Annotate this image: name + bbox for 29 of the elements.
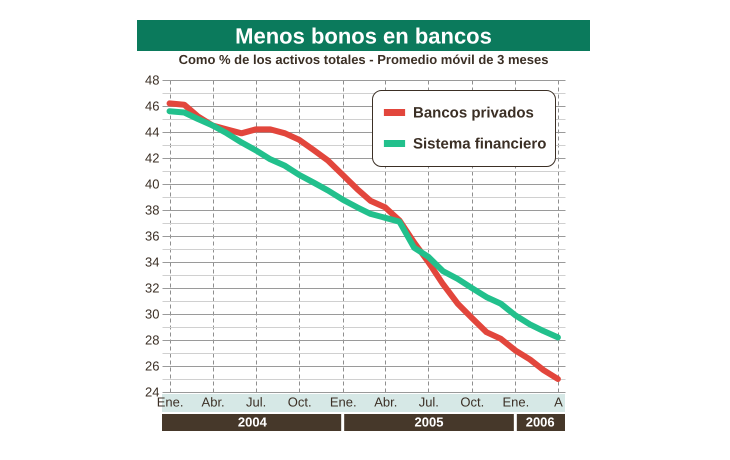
x-tick-label: Jul.: [246, 394, 266, 410]
y-tick-label: 40: [145, 176, 160, 192]
x-tick-label: Oct.: [288, 394, 312, 410]
x-tick-label: Ene.: [156, 394, 184, 410]
y-tick-label: 44: [145, 124, 160, 140]
x-tick-label: Abr.: [202, 394, 225, 410]
x-tick-label: Oct.: [460, 394, 484, 410]
legend-label: Bancos privados: [413, 104, 534, 122]
y-tick-label: 26: [145, 358, 160, 374]
y-tick-label: 36: [145, 228, 160, 244]
text: 2005: [414, 414, 444, 430]
text: 2006: [526, 414, 555, 430]
x-tick-label: A: [554, 394, 564, 410]
legend-label: Sistema financiero: [413, 136, 546, 152]
y-tick-label: 32: [145, 280, 160, 296]
y-tick-label: 28: [145, 332, 160, 348]
x-tick-label: Jul.: [418, 394, 439, 410]
y-tick-label: 48: [145, 72, 160, 88]
y-tick-label: 42: [145, 150, 160, 166]
x-tick-label: Ene.: [502, 394, 530, 410]
y-tick-label: 46: [145, 98, 160, 114]
y-tick-label: 38: [145, 202, 160, 218]
x-tick-label: Abr.: [374, 394, 398, 410]
y-tick-label: 34: [145, 254, 160, 270]
chart-subtitle: Como % de los activos totales - Promedio móvil de 3 meses: [178, 52, 548, 67]
x-tick-label: Ene.: [330, 394, 357, 410]
chart-title: Menos bonos en bancos: [235, 24, 492, 48]
text: 2004: [238, 414, 268, 430]
y-tick-label: 30: [145, 306, 160, 322]
